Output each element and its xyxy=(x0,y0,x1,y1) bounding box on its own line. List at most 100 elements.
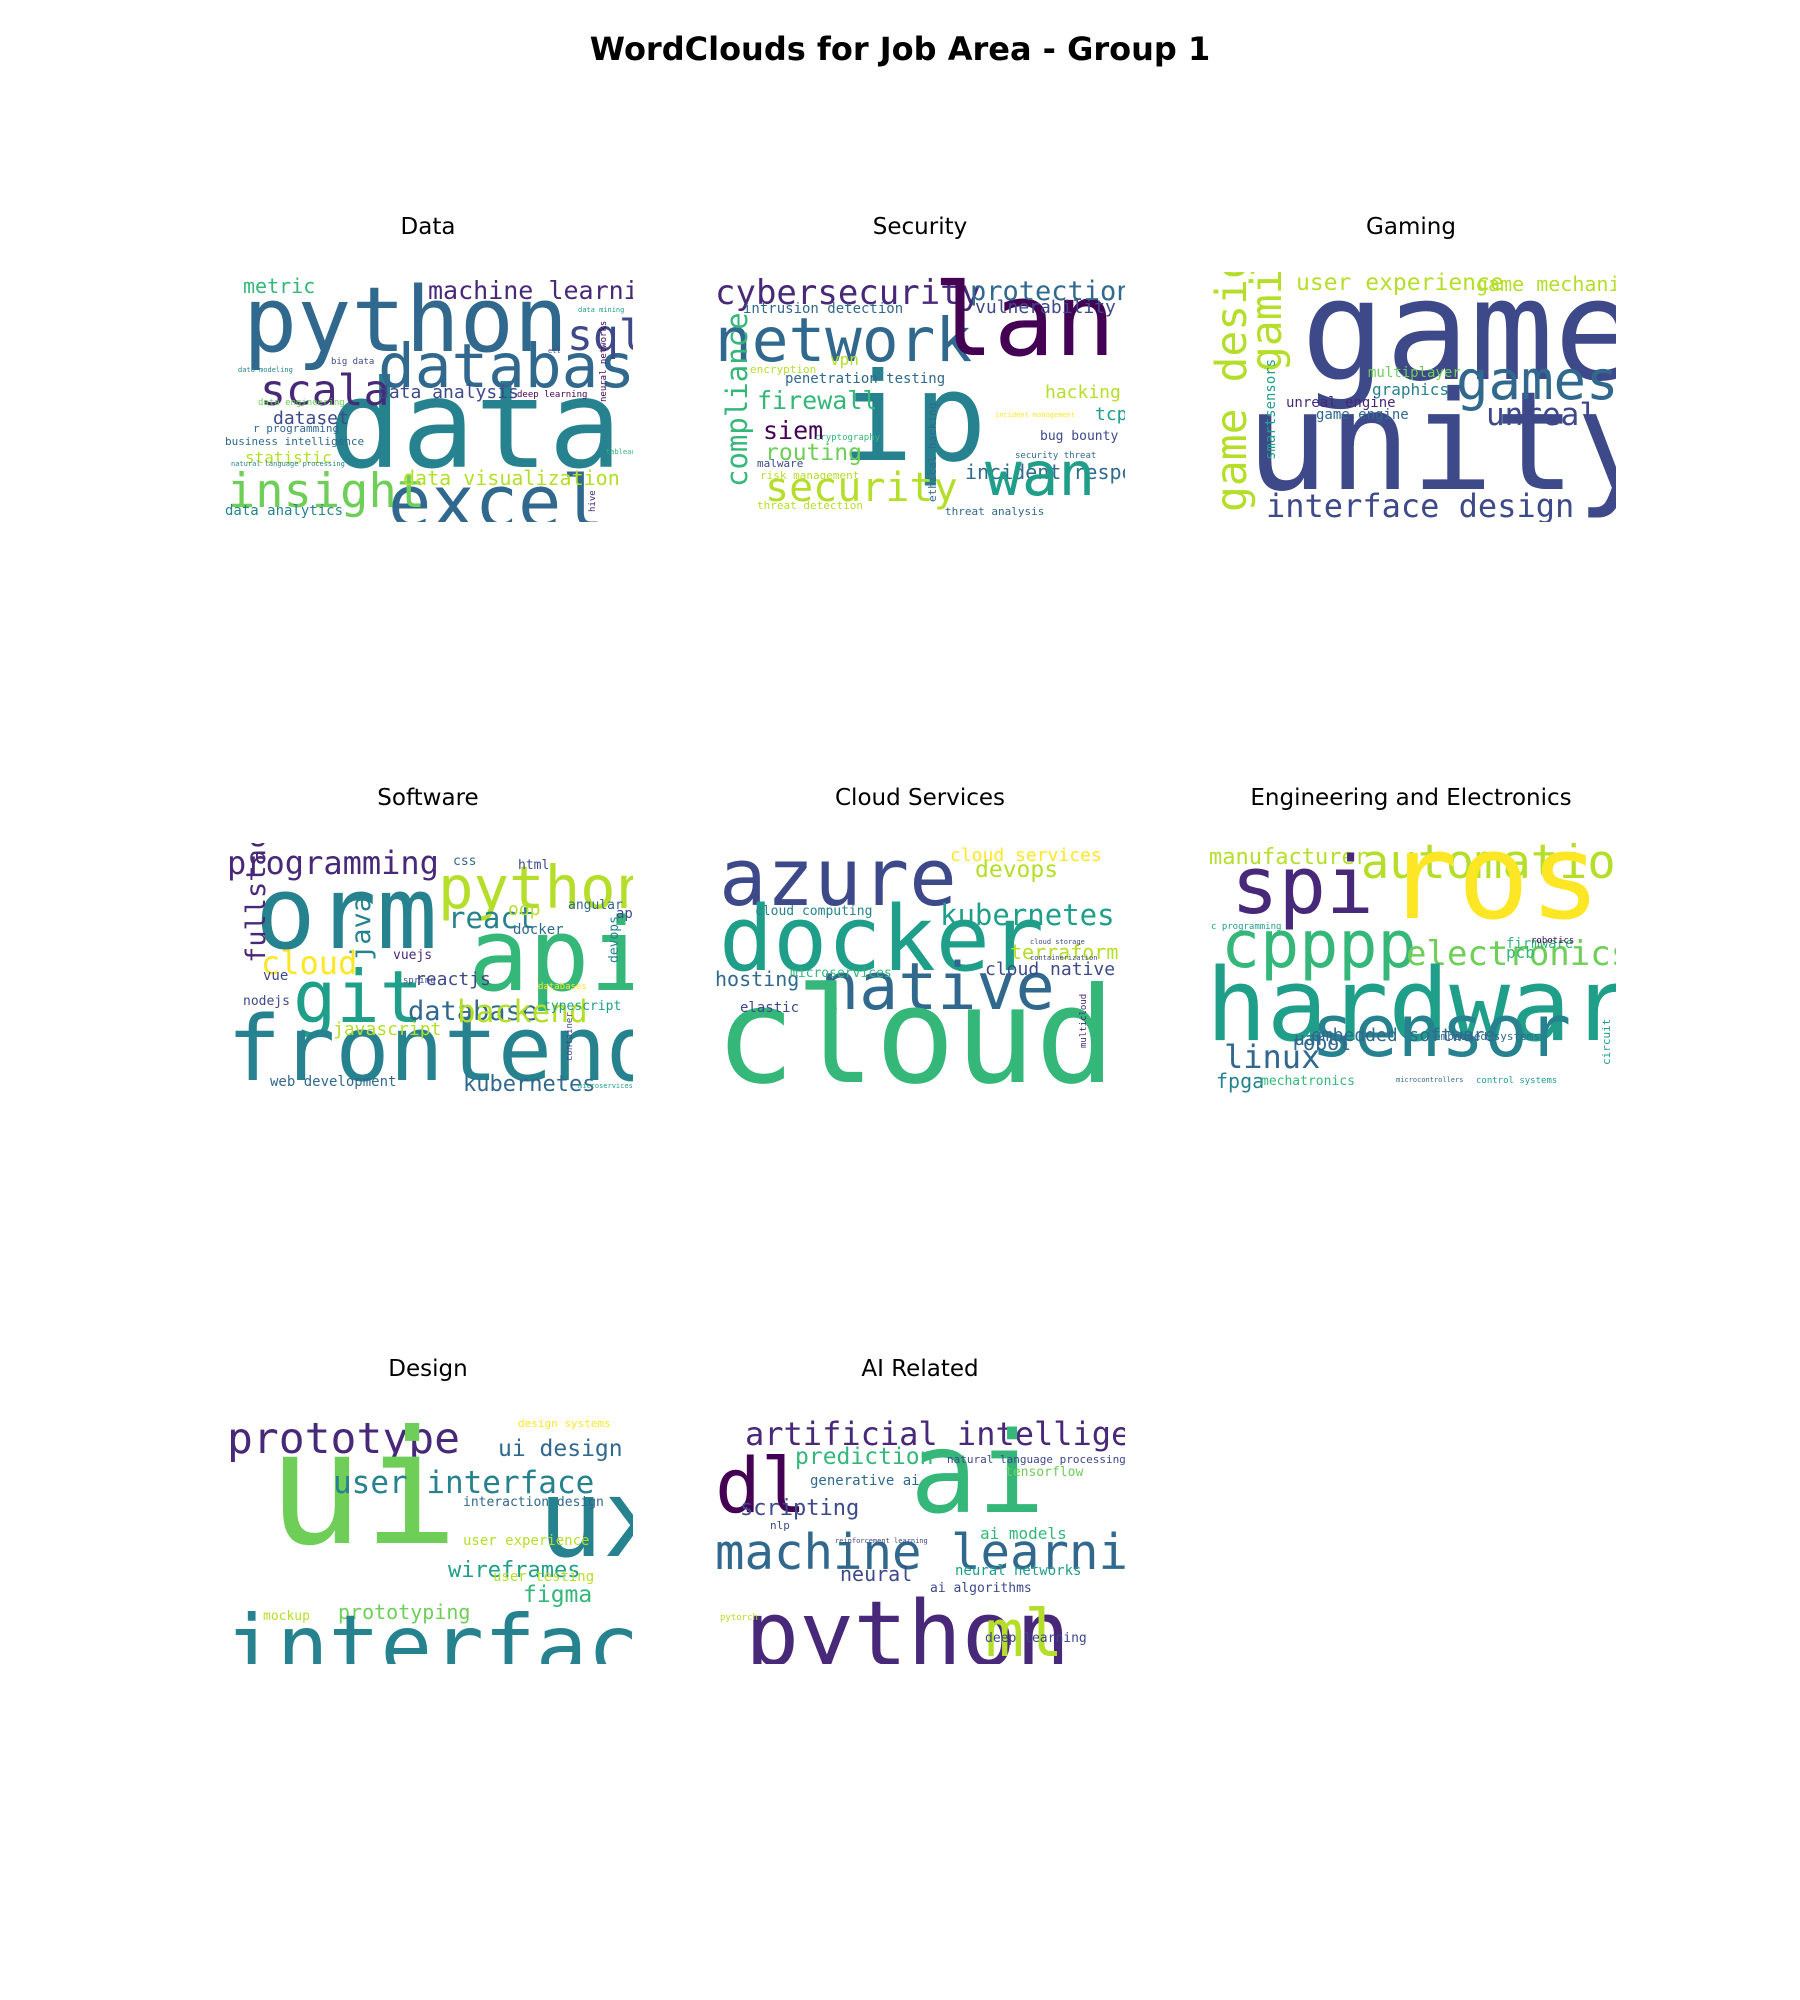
word-cpppp: cpppp xyxy=(1221,908,1417,983)
word-game-engine: game engine xyxy=(1316,407,1409,423)
word-api: api xyxy=(468,896,633,1014)
panel-title: Engineering and Electronics xyxy=(1250,785,1572,811)
word-automation: automation xyxy=(1361,843,1616,890)
word-r-programming: r programming xyxy=(253,422,340,435)
word-cloud-services: cloud services xyxy=(950,845,1102,866)
word-ros: ros xyxy=(1386,843,1601,947)
word-firmware: firmware xyxy=(1506,936,1574,952)
word-apis: apis xyxy=(616,906,633,922)
word-user-experience: user experience xyxy=(463,1533,590,1549)
word-ip: ip xyxy=(840,347,987,489)
word-vuejs: vuejs xyxy=(393,948,433,963)
word-protection: protection xyxy=(970,276,1125,307)
word-ai: ai xyxy=(910,1414,1045,1539)
panel-title: Design xyxy=(388,1356,468,1382)
word-web-development: web development xyxy=(270,1074,397,1090)
word-incident-management: incident management xyxy=(995,411,1076,419)
word-incident-response: incident response xyxy=(965,460,1125,484)
word-javascript: javascript xyxy=(333,1019,442,1040)
word-ux: ux xyxy=(538,1457,633,1582)
word-orm: orm xyxy=(255,854,438,972)
wordcloud-panel-design: Design prototypeuiuxui design user interfa… xyxy=(223,1356,633,1664)
word-oop: oop xyxy=(508,899,541,920)
word-deep-learning: deep learning xyxy=(985,1631,1087,1646)
word-electronics: electronics xyxy=(1406,934,1616,974)
word-native: native xyxy=(820,950,1055,1025)
word-backend: backend xyxy=(457,994,588,1030)
word-typescript: typescript xyxy=(543,999,622,1014)
word-security-threat: security threat xyxy=(1015,451,1097,461)
word-nlp: nlp xyxy=(770,1519,790,1532)
word-nodejs: nodejs xyxy=(243,994,290,1009)
word-c-programming: c programming xyxy=(1211,922,1282,932)
word-ethical-hacking: ethical hacking xyxy=(926,402,939,502)
word-cloud-native: cloud native xyxy=(985,959,1116,980)
word-angular: angular xyxy=(568,898,623,913)
word-devops: devops xyxy=(975,857,1059,883)
word-games: games xyxy=(1456,349,1616,412)
panel-title: Security xyxy=(872,214,968,240)
word-embedded-software: embedded software xyxy=(1311,1025,1496,1046)
word-programming: programming xyxy=(227,844,439,882)
word-excel: excel xyxy=(388,460,605,522)
word-network: network xyxy=(715,305,973,376)
word-machine-learning: machine learning xyxy=(715,1524,1125,1581)
word-hive: hive xyxy=(588,490,598,512)
wordcloud: programming orm python api git frontend fullst… xyxy=(223,843,633,1093)
word-prototype: prototype xyxy=(227,1414,460,1464)
wordcloud: cybersecurity network lan ip protection vulne… xyxy=(715,272,1125,522)
word-reactjs: reactjs xyxy=(415,969,491,990)
wordcloud: gameunitygamesunrealuser experiencegame … xyxy=(1206,272,1616,522)
word-scripting: scripting xyxy=(740,1496,860,1521)
word-statistic: statistic xyxy=(245,448,332,467)
figure-title: WordClouds for Job Area - Group 1 xyxy=(589,30,1211,68)
word-embedded-systems: embedded systems xyxy=(1434,1030,1540,1043)
word-wan: wan xyxy=(985,439,1096,510)
word-react: react xyxy=(448,901,536,935)
word-elastic: elastic xyxy=(740,1000,800,1016)
word-threat-analysis: threat analysis xyxy=(945,505,1045,518)
word-tableau: tableau xyxy=(606,448,633,456)
word-multicloud: multicloud xyxy=(1079,993,1089,1048)
word-natural-language-processing: natural language processing xyxy=(231,460,345,468)
word-ui-design: ui design xyxy=(498,1436,623,1462)
word-sensor: sensor xyxy=(1311,989,1572,1073)
word-pytorch: pytorch xyxy=(720,1613,758,1623)
word-robot: robot xyxy=(1291,1031,1352,1055)
word-frontend: frontend xyxy=(227,997,633,1094)
word-sql: sql xyxy=(567,311,633,361)
word-gaming: gaming xyxy=(1242,272,1292,372)
word-hacking: hacking xyxy=(1045,382,1121,403)
word-data-analysis: data analysis xyxy=(378,382,519,403)
panel-title: Gaming xyxy=(1366,214,1456,240)
word-user-interface: user interface xyxy=(333,1465,595,1501)
word-html: html xyxy=(518,858,550,873)
word-ui: ui xyxy=(268,1414,459,1581)
wordcloud-panel-gaming: Gaming gameunitygamesunreal user experienc… xyxy=(1206,214,1616,522)
word-database: database xyxy=(378,331,633,402)
word-hardware: hardware xyxy=(1206,946,1616,1064)
word-vue: vue xyxy=(263,968,289,984)
word-game-mechanics: game mechanics xyxy=(1476,272,1616,296)
word-game: game xyxy=(1301,272,1616,413)
word-siem: siem xyxy=(763,416,824,445)
word-data-mining: data mining xyxy=(578,306,625,314)
word-dl: dl xyxy=(715,1441,807,1530)
word-encryption: encryption xyxy=(750,363,817,376)
word-containerization: containerization xyxy=(1030,954,1098,962)
word-terraform: terraform xyxy=(1010,940,1119,964)
word-generative-ai: generative ai xyxy=(810,1473,920,1489)
word-multiplayer: multiplayer xyxy=(1368,365,1461,381)
word-control-systems: control systems xyxy=(1476,1076,1558,1086)
word-robotics: robotics xyxy=(1531,936,1575,946)
word-interface: interface xyxy=(225,1597,633,1664)
word-data-engineering: data engineering xyxy=(258,398,345,408)
word-metric: metric xyxy=(243,274,316,298)
word-kubernetes: kubernetes xyxy=(463,1072,596,1094)
word-tcp: tcp xyxy=(1095,404,1125,425)
word-spi: spi xyxy=(1231,843,1374,932)
word-database: database xyxy=(408,996,539,1027)
word-python: python xyxy=(745,1582,1071,1665)
word-data-visualization: data visualization xyxy=(403,466,620,490)
